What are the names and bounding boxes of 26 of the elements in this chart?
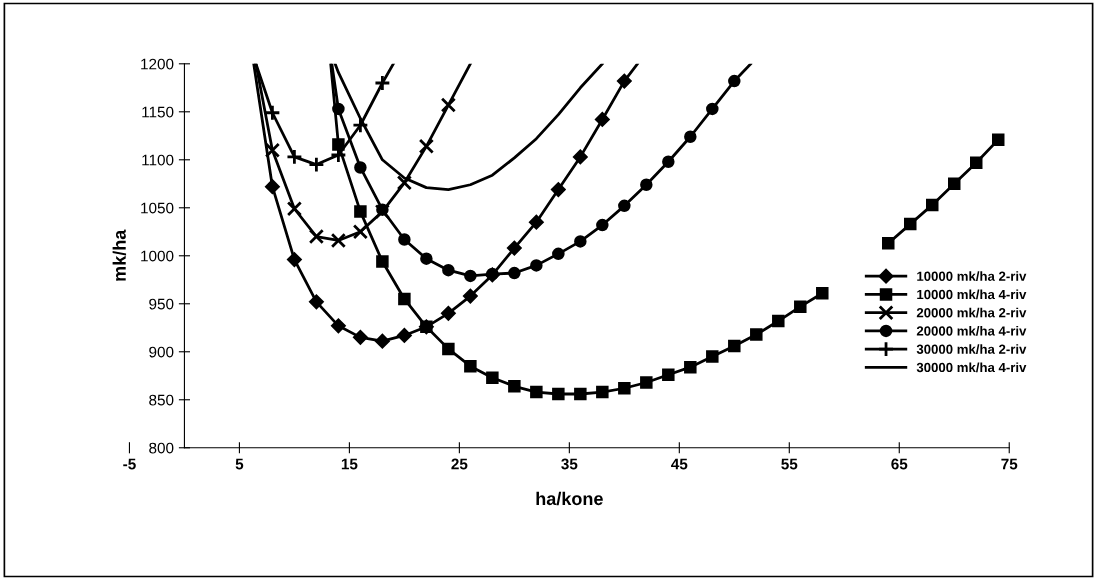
x-tick-label: 45 bbox=[671, 458, 688, 470]
y-tick-label: 1100 bbox=[142, 154, 174, 166]
legend-label: 10000 mk/ha 2-riv bbox=[917, 271, 1027, 282]
x-tick-label: 75 bbox=[1001, 458, 1018, 470]
legend-label: 30000 mk/ha 4-riv bbox=[916, 362, 1027, 373]
y-tick-label: 1000 bbox=[141, 250, 174, 262]
legend-label: 30000 mk/ha 2-riv bbox=[916, 344, 1027, 354]
x-tick-label: 5 bbox=[235, 458, 244, 470]
x-tick-label: 15 bbox=[341, 458, 358, 470]
y-tick-label: 850 bbox=[149, 394, 174, 406]
x-axis-title: ha/kone bbox=[536, 491, 603, 506]
y-tick-label: 1200 bbox=[141, 58, 174, 70]
x-tick-label: 25 bbox=[451, 458, 468, 470]
y-tick-label: 1050 bbox=[141, 202, 174, 214]
y-tick-label: 950 bbox=[149, 298, 174, 310]
y-tick-label: 900 bbox=[149, 346, 174, 358]
y-tick-label: 800 bbox=[149, 442, 174, 454]
legend-label: 20000 mk/ha 4-riv bbox=[916, 325, 1027, 336]
x-tick-label: 55 bbox=[781, 458, 798, 470]
y-axis-title: mk/ha bbox=[112, 229, 127, 281]
legend-label: 10000 mk/ha 4-riv bbox=[917, 289, 1027, 300]
x-tick-label: -5 bbox=[123, 458, 136, 470]
x-tick-label: 35 bbox=[561, 458, 578, 470]
y-tick-label: 1150 bbox=[142, 106, 174, 118]
legend-label: 20000 mk/ha 2-riv bbox=[916, 307, 1027, 318]
x-tick-label: 65 bbox=[891, 458, 908, 470]
